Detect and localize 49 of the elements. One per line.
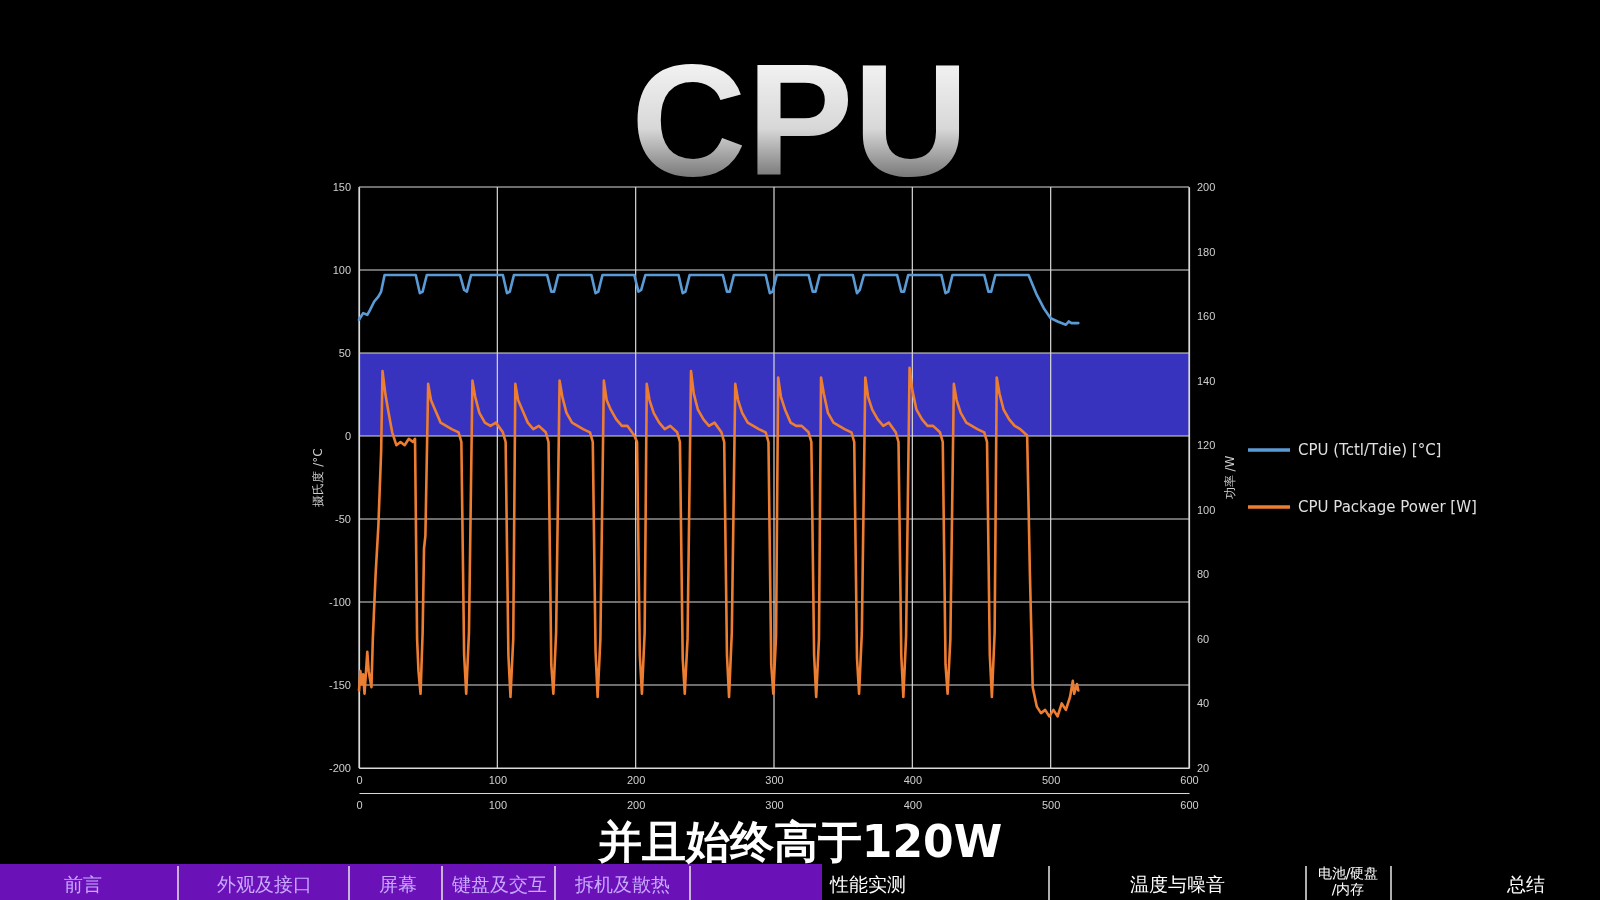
x-tick-label: 300 [765, 773, 784, 786]
y-tick-label: -100 [328, 596, 351, 609]
text: 并且始终高于120W [596, 816, 1003, 867]
y2-tick-label: 180 [1197, 245, 1216, 258]
x2-tick-label: 100 [488, 798, 508, 811]
y2-tick-label: 40 [1197, 697, 1210, 710]
y-tick-label: -150 [328, 679, 351, 692]
y2-tick-label: 140 [1197, 374, 1216, 387]
y-tick-label: 150 [332, 181, 351, 194]
legend-label: CPU Package Power [W] [1298, 498, 1477, 516]
y2-tick-label: 120 [1197, 439, 1216, 452]
x2-tick-label: 0 [356, 798, 363, 811]
text: 性能实测 [829, 873, 906, 895]
legend-label: CPU (Tctl/Tdie) [°C] [1298, 441, 1442, 459]
y2-tick-label: 80 [1197, 568, 1210, 581]
y2-tick-label: 20 [1197, 762, 1210, 775]
y2-tick-label: 160 [1197, 310, 1216, 323]
text: 键盘及交互 [450, 873, 547, 895]
y-tick-label: -50 [335, 513, 351, 526]
y-tick-label: 50 [338, 347, 351, 360]
x2-tick-label: 200 [626, 798, 646, 811]
x-tick-label: 200 [626, 773, 646, 786]
text: 总结 [1506, 873, 1545, 895]
y-tick-label: 0 [344, 430, 351, 443]
chart-title: CPU [631, 30, 969, 209]
y2-tick-label: 100 [1197, 503, 1216, 516]
x-tick-label: 100 [488, 773, 508, 786]
x-tick-label: 500 [1041, 773, 1061, 786]
text: 拆机及散热 [573, 873, 670, 895]
x2-tick-label: 400 [903, 798, 923, 811]
x-tick-label: 600 [1180, 773, 1199, 786]
y2-axis-title: 功率 /W [1223, 455, 1237, 500]
text: 前言 [64, 873, 102, 895]
text: 外观及接口 [216, 873, 312, 895]
text: 电池/硬盘 /内存 [1317, 865, 1379, 897]
y2-tick-label: 200 [1197, 181, 1216, 194]
line-series [357, 273, 1080, 327]
y-tick-label: -200 [328, 762, 351, 775]
x2-tick-label: 500 [1041, 798, 1061, 811]
y-tick-label: 100 [332, 264, 351, 277]
x-tick-label: 400 [903, 773, 923, 786]
x2-tick-label: 600 [1180, 798, 1199, 811]
y-axis-title: 摄氏度 /°C [311, 448, 325, 507]
x2-tick-label: 300 [765, 798, 784, 811]
y2-tick-label: 60 [1197, 632, 1210, 645]
text: 温度与噪音 [1129, 873, 1225, 895]
text: 屏幕 [379, 873, 417, 895]
x-tick-label: 0 [356, 773, 363, 786]
line-series [357, 366, 1080, 718]
